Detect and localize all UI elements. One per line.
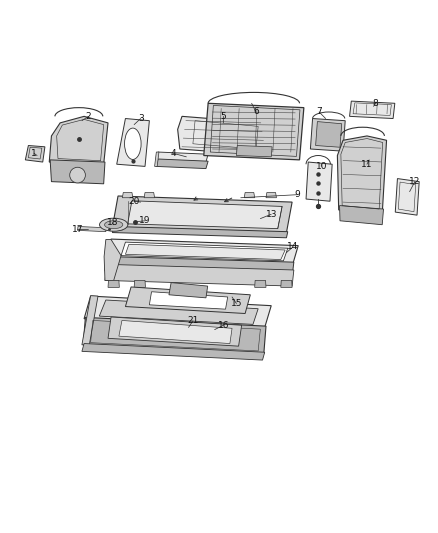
Polygon shape — [25, 146, 45, 162]
Polygon shape — [127, 201, 282, 229]
Polygon shape — [134, 280, 145, 287]
Text: 12: 12 — [409, 177, 420, 186]
Ellipse shape — [124, 128, 141, 159]
Text: 4: 4 — [170, 149, 176, 158]
Polygon shape — [49, 116, 108, 164]
Polygon shape — [337, 136, 387, 214]
Polygon shape — [113, 227, 288, 238]
Polygon shape — [395, 179, 419, 215]
Text: 8: 8 — [373, 99, 378, 108]
Polygon shape — [311, 118, 345, 151]
Polygon shape — [105, 224, 122, 230]
Text: 1: 1 — [31, 149, 37, 158]
Polygon shape — [149, 292, 228, 309]
Polygon shape — [144, 192, 155, 198]
Polygon shape — [156, 152, 208, 162]
Polygon shape — [105, 264, 294, 286]
Polygon shape — [108, 317, 242, 346]
Polygon shape — [155, 152, 159, 166]
Text: 7: 7 — [316, 108, 322, 117]
Circle shape — [70, 167, 85, 183]
Polygon shape — [281, 280, 292, 287]
Polygon shape — [119, 320, 232, 344]
Polygon shape — [84, 296, 271, 327]
Polygon shape — [83, 318, 266, 353]
Polygon shape — [169, 282, 208, 298]
Text: 19: 19 — [139, 216, 151, 225]
Text: 10: 10 — [315, 162, 327, 171]
Polygon shape — [316, 122, 342, 147]
Polygon shape — [244, 192, 254, 198]
Text: 5: 5 — [220, 112, 226, 121]
Polygon shape — [254, 280, 266, 287]
Polygon shape — [339, 206, 384, 225]
Polygon shape — [106, 239, 298, 263]
Polygon shape — [105, 256, 294, 277]
Text: 3: 3 — [138, 114, 144, 123]
Ellipse shape — [105, 221, 123, 229]
Polygon shape — [350, 101, 395, 118]
Polygon shape — [156, 159, 208, 168]
Polygon shape — [99, 300, 258, 325]
Polygon shape — [50, 160, 105, 184]
Polygon shape — [113, 196, 292, 232]
Polygon shape — [204, 103, 304, 160]
Text: 2: 2 — [85, 112, 91, 121]
Text: 13: 13 — [265, 210, 277, 219]
Polygon shape — [306, 162, 332, 201]
Polygon shape — [117, 118, 149, 166]
Text: 11: 11 — [361, 160, 373, 169]
Ellipse shape — [99, 218, 128, 231]
Polygon shape — [108, 280, 119, 287]
Polygon shape — [104, 239, 121, 280]
Polygon shape — [237, 146, 272, 157]
Polygon shape — [82, 296, 98, 345]
Polygon shape — [82, 344, 265, 360]
Polygon shape — [125, 244, 285, 260]
Polygon shape — [121, 242, 288, 261]
Polygon shape — [78, 227, 106, 232]
Text: 6: 6 — [253, 108, 259, 117]
Polygon shape — [122, 192, 133, 198]
Text: 21: 21 — [187, 317, 198, 326]
Text: 17: 17 — [72, 225, 83, 234]
Polygon shape — [178, 116, 269, 156]
Polygon shape — [125, 287, 251, 313]
Text: 20: 20 — [128, 197, 140, 206]
Text: 14: 14 — [287, 243, 299, 252]
Text: 15: 15 — [231, 299, 242, 308]
Text: 16: 16 — [218, 321, 229, 330]
Polygon shape — [266, 192, 276, 198]
Text: 9: 9 — [294, 190, 300, 199]
Text: 18: 18 — [106, 219, 118, 228]
